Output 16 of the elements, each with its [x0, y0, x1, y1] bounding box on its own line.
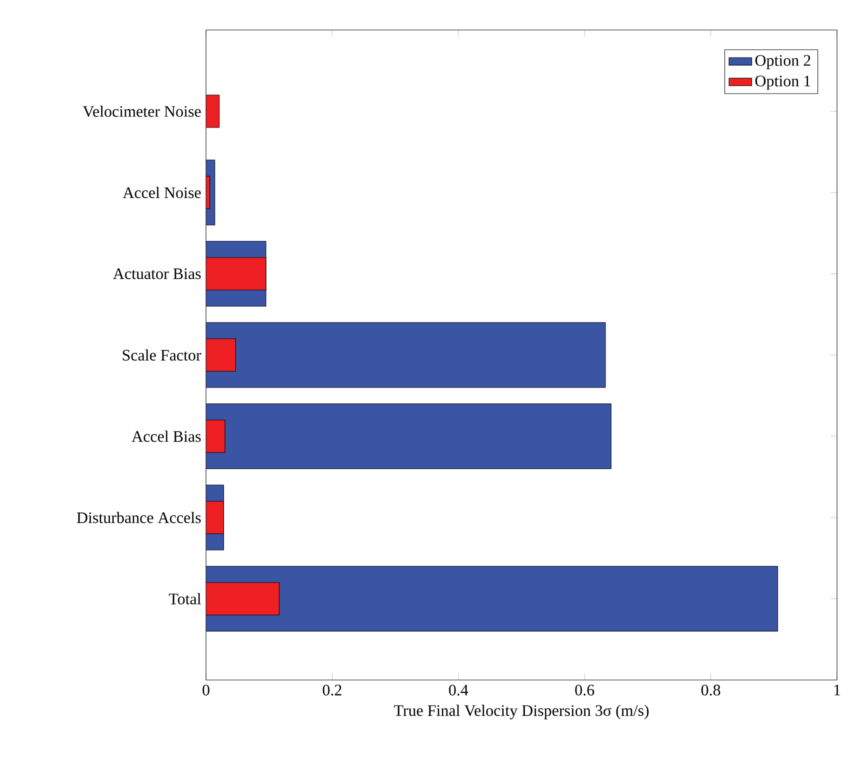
legend-label: Option 1: [755, 76, 810, 90]
x-tick-label: 0.8: [701, 684, 720, 696]
legend-label: Option 2: [755, 55, 810, 70]
x-tick-label: 1: [834, 684, 840, 696]
x-tick-label: 0.6: [575, 684, 594, 696]
x-tick-label: 0: [202, 684, 210, 696]
y-tick-label: Actuator Bias: [113, 268, 201, 280]
y-tick-label: Disturbance Accels: [76, 512, 201, 524]
y-tick-label: Accel Noise: [122, 186, 201, 198]
x-tick-label: 0.2: [322, 684, 342, 696]
y-tick-label: Accel Bias: [132, 430, 201, 442]
y-tick-label: Total: [168, 593, 201, 604]
y-tick-label: Velocimeter Noise: [82, 106, 201, 117]
x-tick-label: 0.4: [449, 684, 468, 696]
y-tick-label: Scale Factor: [122, 349, 202, 361]
x-axis-title: True Final Velocity Dispersion 3σ (m/s): [394, 704, 649, 720]
